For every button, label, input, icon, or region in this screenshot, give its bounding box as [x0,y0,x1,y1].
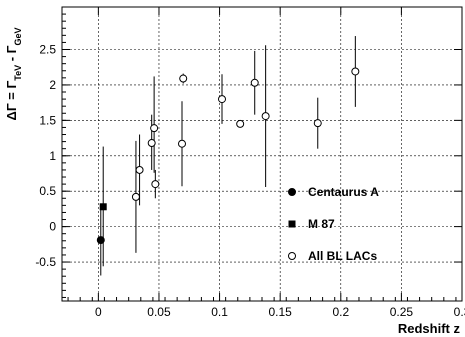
x-tick-label: 0.15 [269,305,293,319]
y-tick-label: -0.5 [35,255,56,269]
x-tick-label: 0.1 [211,305,228,319]
legend-label: Centaurus A [308,185,379,199]
grid-lines [62,7,463,301]
y-tick-label: 0 [49,220,56,234]
point-marker-all-bl-lacs [261,112,270,121]
y-tick-label: 2 [49,78,56,92]
point-marker-centaurus-a [96,236,105,245]
x-tick-label: 0.3 [454,305,465,319]
data-points [96,36,360,276]
y-tick-label: 2.5 [39,43,56,57]
x-axis-title: Redshift z [398,321,461,336]
plot-frame [61,6,463,302]
x-tick-label: 0.05 [147,305,171,319]
point-marker-all-bl-lacs [351,67,360,76]
y-axis-title: ΔΓ = ΓTeV - ΓGeV [4,27,23,120]
point-marker-all-bl-lacs [313,119,322,128]
legend-label: M 87 [308,217,335,231]
point-marker-legend-2 [288,252,296,260]
point-marker-all-bl-lacs [179,74,188,83]
point-marker-all-bl-lacs [131,192,140,201]
point-marker-all-bl-lacs [250,78,259,87]
y-tick-label: 0.5 [39,184,56,198]
point-marker-all-bl-lacs [147,139,156,148]
point-marker-all-bl-lacs [150,124,159,133]
x-tick-label: 0.2 [332,305,349,319]
svg-text:ΔΓ = ΓTeV - ΓGeV: ΔΓ = ΓTeV - ΓGeV [4,27,23,120]
legend: Centaurus A M 87 All BL LACs [288,185,379,263]
x-tick-label: 0.25 [390,305,414,319]
x-tick-label: 0 [95,305,102,319]
axis-ticks: 0 0.05 0.1 0.15 0.2 0.25 0.3 -0.5 0 0.5 1 1.5 2 2.5 [35,7,465,319]
point-marker-all-bl-lacs [178,139,186,148]
y-tick-label: 1 [49,149,56,163]
legend-label: All BL LACs [308,249,377,263]
point-marker-legend-1 [288,220,296,228]
point-marker-m-87 [99,203,107,211]
y-tick-label: 1.5 [39,113,56,127]
point-marker-legend-0 [288,188,296,196]
point-marker-all-bl-lacs [151,180,160,189]
point-marker-all-bl-lacs [135,165,144,174]
point-marker-all-bl-lacs [236,119,245,128]
point-marker-all-bl-lacs [218,95,226,104]
